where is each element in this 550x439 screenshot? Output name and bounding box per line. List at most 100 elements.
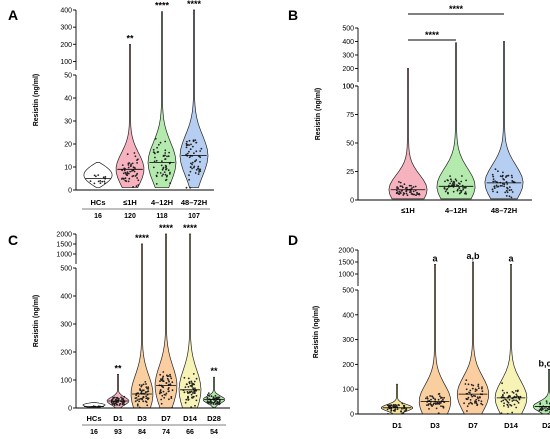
- data-point: [506, 191, 509, 194]
- data-point: [122, 172, 125, 175]
- data-point: [195, 399, 198, 402]
- significance-label: ****: [187, 0, 202, 9]
- data-point: [142, 395, 145, 398]
- data-point: [496, 186, 498, 188]
- panel-d: D Resistin (ng/ml) 0 100 200 300 400 500 1000 150…: [288, 232, 550, 430]
- data-point: [138, 406, 141, 409]
- y-tick-label: 10: [64, 165, 72, 172]
- data-point: [127, 180, 130, 183]
- data-point: [218, 403, 221, 406]
- data-point: [183, 391, 186, 394]
- data-point: [481, 387, 483, 390]
- data-point: [396, 187, 398, 190]
- count-label: 107: [188, 213, 200, 220]
- data-point: [111, 402, 114, 405]
- data-point: [145, 397, 148, 400]
- data-point: [481, 403, 484, 406]
- data-point: [199, 161, 201, 163]
- data-point: [446, 187, 449, 190]
- data-point: [502, 178, 504, 180]
- data-point: [169, 171, 171, 174]
- data-point: [187, 395, 189, 398]
- data-point: [171, 406, 174, 409]
- data-point: [194, 160, 197, 163]
- panel-letter: A: [8, 7, 18, 23]
- significance-label: a: [508, 253, 514, 263]
- data-point: [187, 377, 190, 380]
- data-point: [506, 412, 509, 415]
- data-point: [162, 173, 165, 176]
- data-point: [185, 144, 188, 147]
- data-point: [511, 391, 514, 393]
- y-tick-label: 300: [60, 322, 72, 329]
- data-point: [89, 180, 92, 183]
- data-point: [155, 159, 158, 162]
- category-label: ≤1H: [401, 206, 415, 215]
- data-point: [126, 172, 129, 175]
- data-point: [184, 401, 187, 404]
- y-tick-label: 200: [342, 362, 354, 369]
- data-point: [125, 174, 128, 176]
- violin: [494, 264, 528, 415]
- data-point: [167, 379, 170, 381]
- data-point: [160, 379, 163, 382]
- data-point: [138, 384, 141, 386]
- data-point: [397, 192, 400, 195]
- data-point: [97, 174, 100, 177]
- data-point: [460, 189, 463, 192]
- significance-label: a: [432, 253, 438, 263]
- data-point: [511, 411, 514, 414]
- data-point: [511, 180, 514, 183]
- category-label: 48–72H: [181, 198, 207, 207]
- data-point: [411, 193, 414, 195]
- data-point: [140, 385, 143, 388]
- data-point: [501, 185, 503, 187]
- data-point: [122, 178, 125, 180]
- data-point: [167, 169, 170, 172]
- y-tick-label: 1500: [338, 260, 354, 267]
- data-point: [194, 404, 196, 407]
- data-point: [456, 188, 459, 191]
- category-label: D7: [161, 414, 171, 423]
- data-point: [184, 386, 187, 388]
- data-point: [127, 166, 130, 169]
- data-point: [405, 189, 408, 192]
- data-point: [168, 162, 171, 165]
- violin: [418, 264, 452, 415]
- data-point: [418, 193, 421, 196]
- y-tick-label: 40: [64, 96, 72, 103]
- data-point: [167, 155, 170, 158]
- data-point: [142, 389, 145, 392]
- y-tick-label: 200: [60, 42, 72, 49]
- data-point: [165, 165, 168, 168]
- data-point: [136, 404, 139, 407]
- count-label: 84: [138, 429, 146, 436]
- data-point: [154, 156, 156, 159]
- data-point: [403, 410, 406, 412]
- data-point: [475, 398, 478, 401]
- data-point: [99, 182, 102, 185]
- data-point: [429, 395, 431, 397]
- data-point: [459, 189, 462, 192]
- data-point: [212, 403, 215, 405]
- data-point: [435, 402, 438, 405]
- data-point: [127, 164, 130, 166]
- data-point: [147, 390, 150, 393]
- data-point: [503, 183, 506, 186]
- violin: [147, 11, 177, 189]
- data-point: [453, 181, 456, 184]
- data-point: [473, 394, 475, 397]
- data-point: [430, 403, 433, 406]
- data-point: [162, 375, 165, 378]
- data-point: [414, 185, 417, 188]
- data-point: [132, 175, 135, 177]
- data-point: [449, 182, 451, 185]
- data-point: [212, 406, 215, 409]
- data-point: [387, 412, 389, 415]
- data-point: [197, 165, 200, 168]
- data-point: [121, 169, 123, 172]
- significance-label: ****: [183, 223, 198, 233]
- data-point: [192, 387, 195, 390]
- data-point: [195, 159, 198, 161]
- data-point: [511, 400, 514, 402]
